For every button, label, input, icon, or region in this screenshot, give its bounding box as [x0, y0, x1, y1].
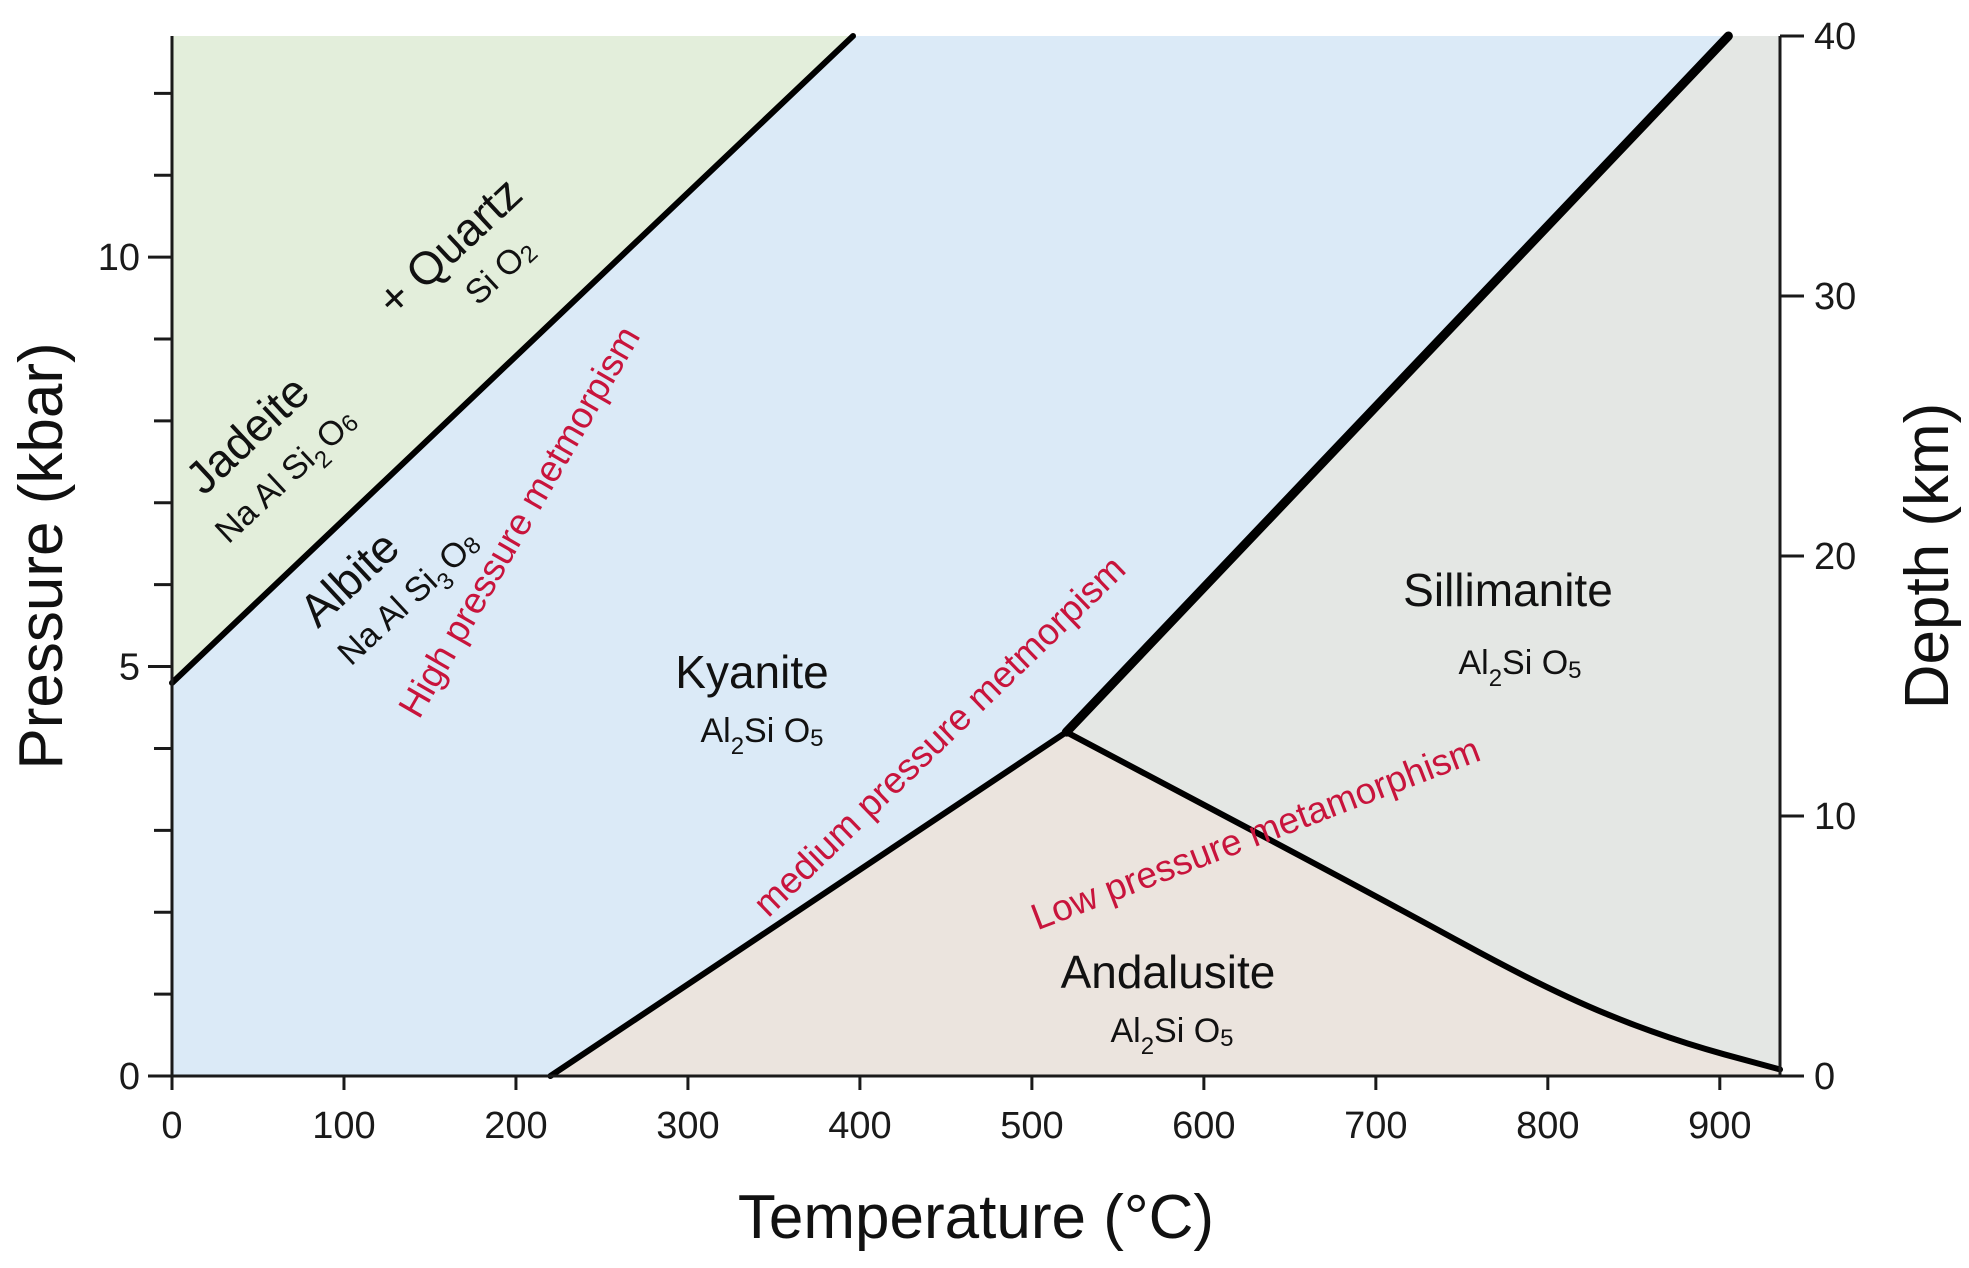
x-tick-label-100: 100: [312, 1105, 375, 1147]
x-tick-label-300: 300: [656, 1105, 719, 1147]
x-tick-label-700: 700: [1344, 1105, 1407, 1147]
field-andalusite: [550, 732, 1780, 1076]
y-tick-label-5: 5: [119, 647, 140, 689]
x-axis-title: Temperature (°C): [738, 1183, 1214, 1252]
y2-axis-title: Depth (km): [1893, 403, 1962, 710]
field-sillimanite: [1066, 36, 1780, 1076]
y2-axis-ticks: 0 10 20 30 40: [1780, 16, 1856, 1098]
x-tick-label-500: 500: [1000, 1105, 1063, 1147]
x-tick-label-800: 800: [1516, 1105, 1579, 1147]
y2-tick-label-0: 0: [1814, 1056, 1835, 1098]
y2-tick-label-40: 40: [1814, 16, 1856, 58]
kyanite-formula: Al2Si O5: [700, 712, 823, 760]
andalusite-name: Andalusite: [1061, 946, 1276, 998]
y-axis-title: Pressure (kbar): [7, 342, 76, 769]
x-tick-label-400: 400: [828, 1105, 891, 1147]
kyanite-name: Kyanite: [675, 646, 828, 698]
y2-tick-label-20: 20: [1814, 536, 1856, 578]
y-tick-label-10: 10: [98, 237, 140, 279]
boundary-kyanite-andalusite: [547, 729, 1070, 1079]
x-tick-label-600: 600: [1172, 1105, 1235, 1147]
boundary-andalusite-sillimanite: [1063, 729, 1783, 1073]
y2-tick-label-10: 10: [1814, 796, 1856, 838]
sillimanite-formula: Al2Si O5: [1458, 644, 1581, 692]
y-axis-ticks: 0 5 10: [98, 91, 172, 1098]
andalusite-formula: Al2Si O5: [1110, 1012, 1233, 1060]
x-tick-label-900: 900: [1688, 1105, 1751, 1147]
x-tick-label-0: 0: [161, 1105, 182, 1147]
axes: 0 100 200 300 400 500 600 700 800 900 0 5 10 0 10 20 3…: [98, 16, 1857, 1147]
y2-tick-label-30: 30: [1814, 276, 1856, 318]
y-tick-label-0: 0: [119, 1056, 140, 1098]
x-axis-ticks: 0 100 200 300 400 500 600 700 800 900: [161, 1076, 1752, 1147]
sillimanite-name: Sillimanite: [1403, 564, 1613, 616]
phase-boundaries: [169, 31, 1783, 1079]
label-sillimanite: Sillimanite Al2Si O5: [1403, 564, 1613, 692]
field-albite-kyanite: [172, 36, 1729, 1076]
phase-fields: [172, 36, 1780, 1076]
boundary-kyanite-sillimanite: [1061, 31, 1733, 737]
x-tick-label-200: 200: [484, 1105, 547, 1147]
label-andalusite: Andalusite Al2Si O5: [1061, 946, 1276, 1060]
boundary-jadeite-albite: [169, 33, 856, 686]
label-kyanite: Kyanite Al2Si O5: [675, 646, 828, 760]
